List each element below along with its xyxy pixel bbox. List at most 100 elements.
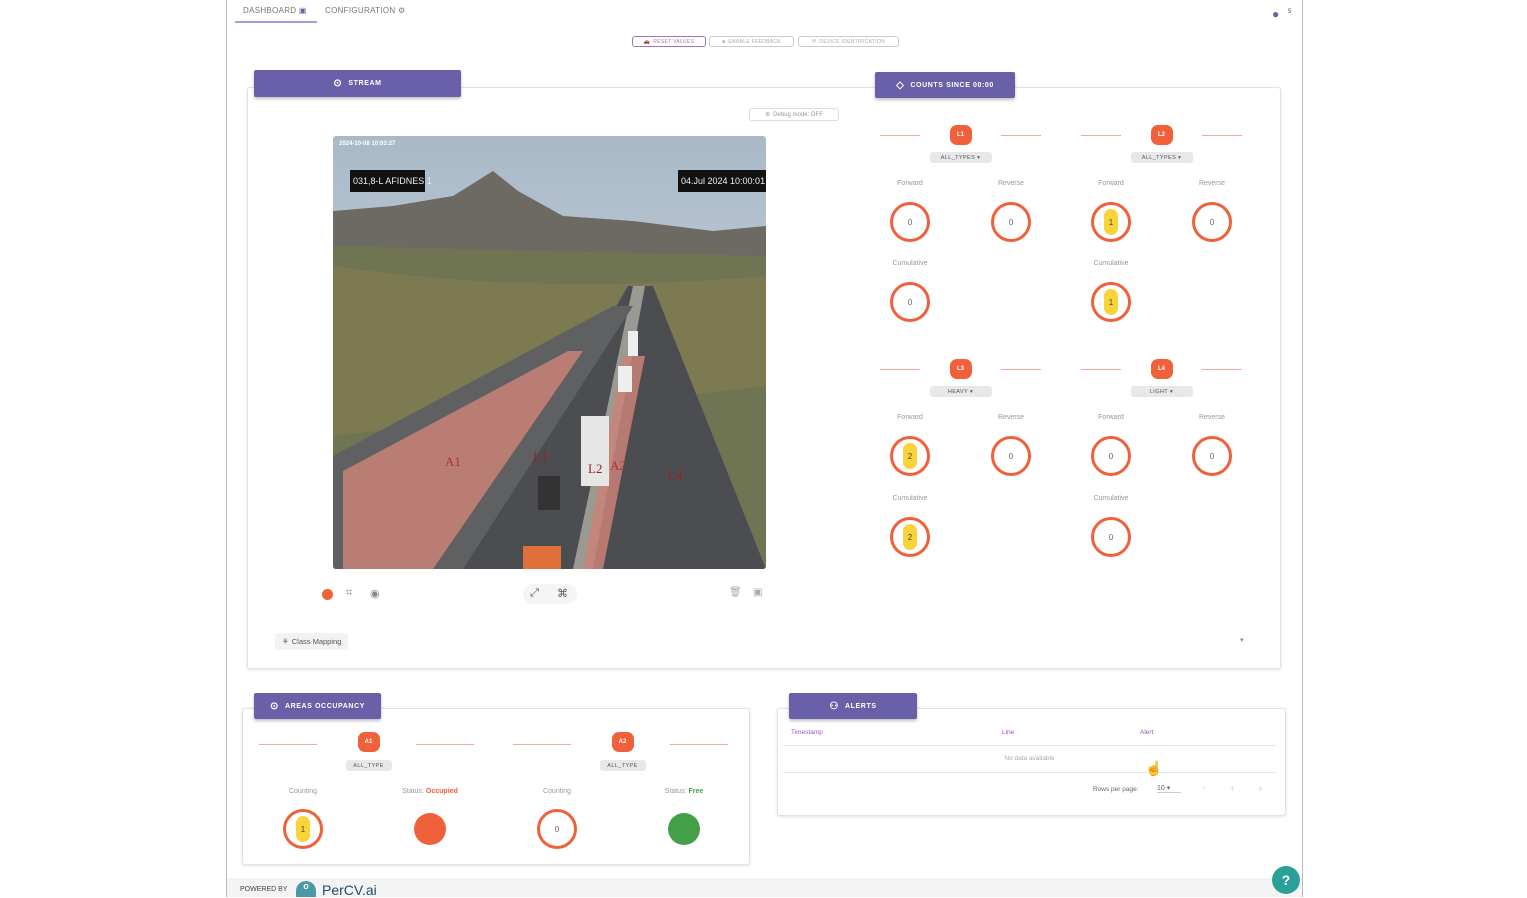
reset-values-button[interactable]: 🚗 RESET VALUES <box>632 36 706 47</box>
forward-count: 0 <box>890 202 930 242</box>
tab-configuration[interactable]: CONFIGURATION ⚙ <box>325 6 405 15</box>
areas-title: AREAS OCCUPANCY <box>284 702 366 710</box>
class-mapping-button[interactable]: ⚘ Class Mapping <box>275 633 349 650</box>
mouse-cursor-icon: ☝ <box>1145 760 1163 776</box>
debug-label: Debug mode: OFF <box>773 111 823 118</box>
cumulative-count: 0 <box>890 282 930 322</box>
delete-icon[interactable]: 🗑 <box>729 587 742 598</box>
count-value: 1 <box>1104 209 1118 235</box>
user-badge: 5 <box>1288 9 1292 15</box>
tab-dashboard[interactable]: DASHBOARD ▣ <box>243 6 307 15</box>
cumulative-count: 0 <box>1091 517 1131 557</box>
account-circle-icon[interactable]: ● <box>1272 7 1280 21</box>
count-value: 0 <box>1209 451 1215 461</box>
monitor-icon: ▣ <box>298 6 307 15</box>
vehicle-type-select[interactable]: ALL_TYPES ▾ <box>1130 152 1193 163</box>
eye-icon[interactable]: ◉ <box>370 588 380 600</box>
button-label: DEVICE IDENTIFICATION <box>819 38 886 45</box>
device-identification-button[interactable]: Ψ DEVICE IDENTIFICATION <box>798 36 899 47</box>
help-button[interactable]: ? <box>1272 866 1300 894</box>
rows-per-page-select[interactable]: 10 ▾ <box>1157 784 1181 793</box>
count-value: 0 <box>1008 451 1014 461</box>
count-value: 0 <box>1108 532 1114 542</box>
areas-header: ⊙ AREAS OCCUPANCY <box>254 693 381 719</box>
antenna-icon: Ψ <box>811 38 817 45</box>
column-header-timestamp[interactable]: Timestamp <box>791 729 823 736</box>
count-value: 1 <box>1104 289 1118 315</box>
alerts-card <box>777 708 1286 816</box>
line-decoration <box>1001 369 1041 370</box>
line-decoration <box>259 744 317 745</box>
next-page-icon[interactable]: › <box>1259 783 1262 793</box>
prev-page-icon[interactable]: ‹ <box>1231 783 1234 793</box>
save-icon[interactable]: ▣ <box>753 587 763 598</box>
draw-tools-group <box>523 584 577 604</box>
area-type-chip: ALL_TYPE <box>599 760 646 771</box>
line-decoration <box>1202 135 1242 136</box>
forward-count: 2 <box>890 436 930 476</box>
count-value: 0 <box>1008 217 1014 227</box>
tag-icon[interactable]: ⌗ <box>346 587 353 599</box>
line-tool-icon[interactable]: ⤢ <box>530 587 539 599</box>
reverse-label: Reverse <box>997 180 1025 187</box>
area-type-chip: ALL_TYPE <box>345 760 392 771</box>
counting-label: Counting <box>542 788 572 795</box>
column-header-line[interactable]: Line <box>1002 729 1015 736</box>
counts-header: ◇ COUNTS SINCE 00:00 <box>875 72 1015 98</box>
enable-feedback-button[interactable]: ■ ENABLE FEEDBACK <box>709 36 794 47</box>
traffic-camera-frame <box>333 136 766 569</box>
reverse-count: 0 <box>1192 202 1232 242</box>
line-badge: L1 <box>949 125 972 145</box>
button-label: RESET VALUES <box>653 38 695 45</box>
cumulative-label: Cumulative <box>1093 260 1129 267</box>
forward-label: Forward <box>897 414 923 421</box>
line-decoration <box>1001 135 1041 136</box>
record-indicator-icon[interactable] <box>322 589 333 600</box>
column-header-alert[interactable]: Alert <box>1140 729 1154 736</box>
line-badge: L3 <box>949 359 972 379</box>
page-range: - <box>1203 785 1206 792</box>
status-text: Status: Occupied <box>380 788 480 795</box>
count-value: 2 <box>903 443 917 469</box>
count-value: 0 <box>1209 217 1215 227</box>
count-value: 0 <box>907 297 913 307</box>
vehicle-type-select[interactable]: ALL_TYPES ▾ <box>929 152 992 163</box>
reverse-label: Reverse <box>1198 180 1226 187</box>
line-decoration <box>513 744 571 745</box>
video-stream[interactable]: 2024-10-08 10:03:27 031,8-L AFIDNES 1 04… <box>333 136 766 569</box>
line-decoration <box>670 744 728 745</box>
hub-icon: ⚇ <box>829 700 839 712</box>
vehicle-type-select[interactable]: LIGHT ▾ <box>1130 386 1193 397</box>
status-text: Status: Free <box>634 788 734 795</box>
brand-name[interactable]: PerCV.ai <box>322 882 377 898</box>
rows-per-page-label: Rows per page: <box>1093 786 1139 793</box>
status-indicator <box>414 813 446 845</box>
camera-name: 031,8-L AFIDNES 1 <box>353 176 432 186</box>
car-icon: 🚗 <box>643 38 651 45</box>
forward-count: 1 <box>1091 202 1131 242</box>
counts-title: COUNTS SINCE 00:00 <box>910 81 994 89</box>
polygon-tool-icon[interactable]: ⌘ <box>557 588 568 600</box>
line-decoration <box>880 135 920 136</box>
forward-label: Forward <box>897 180 923 187</box>
vehicle-type-value: LIGHT <box>1149 388 1169 395</box>
vehicle-type-value: HEAVY <box>947 388 969 395</box>
areas-card <box>242 708 750 865</box>
bug-icon: ⊛ <box>765 112 771 118</box>
vehicle-type-select[interactable]: HEAVY ▾ <box>929 386 992 397</box>
reverse-count: 0 <box>991 202 1031 242</box>
forward-label: Forward <box>1098 180 1124 187</box>
reverse-count: 0 <box>991 436 1031 476</box>
alerts-header: ⚇ ALERTS <box>789 693 917 719</box>
cumulative-label: Cumulative <box>892 495 928 502</box>
rows-per-page-value: 10 <box>1157 785 1165 792</box>
zone-label: A2 <box>610 458 626 473</box>
stream-header: ⊙ STREAM <box>254 70 461 97</box>
account-circle-icon: ⊙ <box>269 700 279 712</box>
line-badge: L2 <box>1150 125 1173 145</box>
line-badge: L4 <box>1150 359 1173 379</box>
vehicle-type-value: ALL_TYPES <box>940 154 976 161</box>
debug-mode-toggle[interactable]: ⊛ Debug mode: OFF <box>749 108 839 121</box>
expand-chevron-icon[interactable]: ▾ <box>1240 637 1244 644</box>
zone-label: L1 <box>533 449 548 464</box>
